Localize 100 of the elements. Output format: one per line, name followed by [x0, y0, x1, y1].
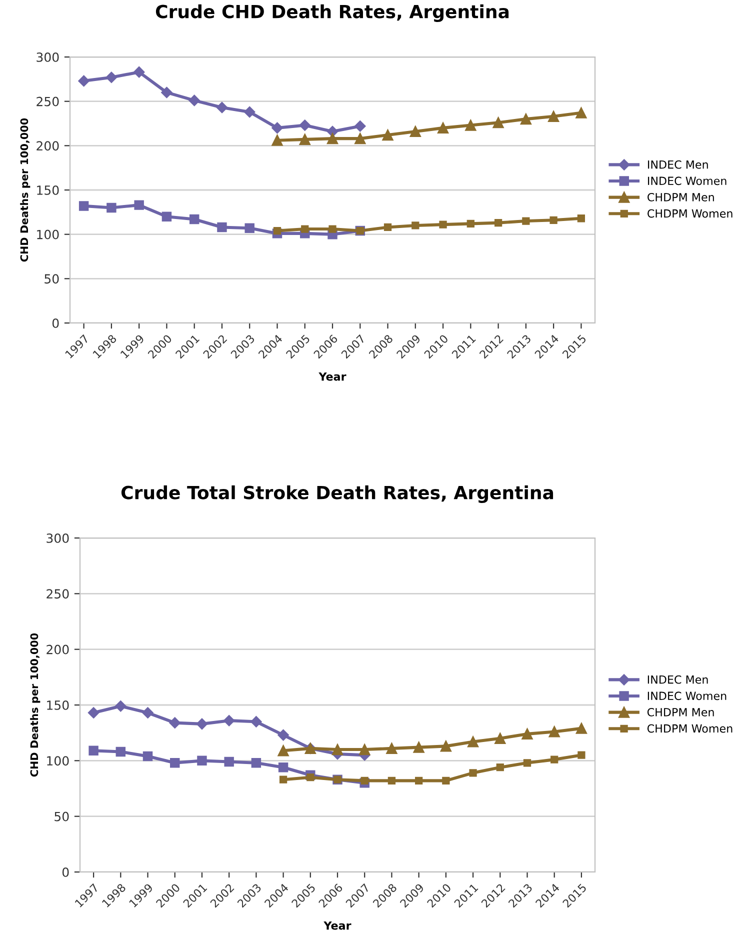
point: [578, 751, 586, 759]
legend-label: CHDPM Women: [648, 209, 732, 218]
point: [414, 776, 423, 785]
point: [437, 122, 449, 134]
legend-label: CHDPM Men: [648, 192, 714, 202]
y-axis-title: CHD Deaths per 100,000: [20, 118, 30, 262]
point: [301, 225, 309, 233]
point: [273, 226, 282, 235]
y-tick-label: 0: [52, 318, 59, 328]
point: [116, 746, 126, 757]
point: [78, 75, 90, 87]
y-tick-label: 250: [46, 589, 69, 599]
y-tick-label: 150: [47, 700, 69, 710]
point: [188, 94, 200, 106]
point: [388, 776, 396, 785]
point: [466, 220, 474, 228]
point: [332, 744, 344, 756]
point: [197, 756, 207, 766]
point: [442, 776, 450, 785]
point: [217, 222, 227, 232]
point: [360, 776, 368, 785]
point: [492, 117, 504, 128]
x-axis-title: Year: [318, 372, 346, 381]
point: [133, 66, 145, 78]
y-tick-label: 150: [37, 185, 59, 195]
point: [576, 722, 588, 734]
point: [577, 214, 586, 222]
point: [244, 106, 256, 118]
legend-label: CHDPM Men: [647, 708, 714, 716]
point: [354, 120, 366, 132]
point: [272, 134, 283, 146]
point: [162, 212, 172, 222]
point: [494, 732, 506, 744]
legend-label: INDEC Women: [648, 176, 726, 186]
point: [224, 756, 234, 767]
chart-title: Crude CHD Death Rates, Argentina: [156, 4, 509, 22]
y-tick-label: 100: [37, 230, 59, 240]
point: [354, 133, 366, 144]
point: [465, 120, 476, 131]
point: [106, 72, 118, 83]
legend-label: INDEC Men: [648, 675, 708, 684]
point: [576, 107, 587, 118]
point: [413, 742, 424, 753]
point: [550, 756, 558, 764]
point: [384, 223, 392, 232]
point: [467, 736, 479, 748]
point: [106, 202, 116, 213]
y-tick-label: 200: [36, 141, 59, 151]
point: [115, 700, 126, 712]
x-axis-title: Year: [324, 921, 352, 930]
point: [299, 134, 310, 146]
legend-label: INDEC Women: [648, 692, 726, 700]
point: [440, 740, 452, 752]
point: [278, 745, 289, 756]
point: [189, 214, 200, 224]
point: [223, 714, 235, 726]
y-tick-label: 300: [46, 533, 69, 543]
legend-label: CHDPM Women: [647, 724, 732, 733]
point: [244, 223, 254, 233]
point: [306, 774, 314, 782]
chart-title: Crude Total Stroke Death Rates, Argentina: [121, 485, 554, 504]
point: [520, 114, 532, 125]
y-tick-label: 100: [47, 756, 69, 766]
point: [250, 716, 262, 728]
point: [328, 225, 336, 233]
point: [216, 102, 228, 114]
point: [439, 220, 447, 228]
point: [522, 728, 533, 740]
y-tick-label: 250: [36, 96, 59, 106]
point: [494, 218, 502, 227]
point: [251, 758, 262, 768]
point: [550, 216, 558, 224]
y-tick-label: 300: [36, 52, 59, 62]
point: [299, 120, 310, 131]
legend-label: INDEC Men: [648, 160, 708, 169]
point: [196, 718, 208, 730]
point: [469, 769, 477, 777]
point: [161, 86, 172, 98]
point: [522, 217, 530, 225]
point: [169, 717, 180, 728]
point: [142, 751, 153, 762]
point: [170, 758, 180, 768]
point: [278, 762, 288, 772]
y-tick-label: 200: [46, 644, 69, 654]
y-tick-label: 0: [62, 867, 69, 877]
point: [359, 744, 370, 756]
point: [548, 726, 560, 738]
point: [326, 133, 338, 144]
point: [142, 707, 154, 718]
point: [386, 742, 398, 754]
point: [412, 222, 420, 230]
point: [548, 110, 560, 122]
point: [272, 122, 283, 134]
y-tick-label: 50: [44, 274, 59, 284]
point: [88, 707, 100, 718]
point: [134, 200, 144, 210]
y-tick-label: 50: [54, 812, 69, 822]
point: [410, 126, 421, 138]
point: [88, 746, 98, 756]
point: [279, 776, 288, 784]
